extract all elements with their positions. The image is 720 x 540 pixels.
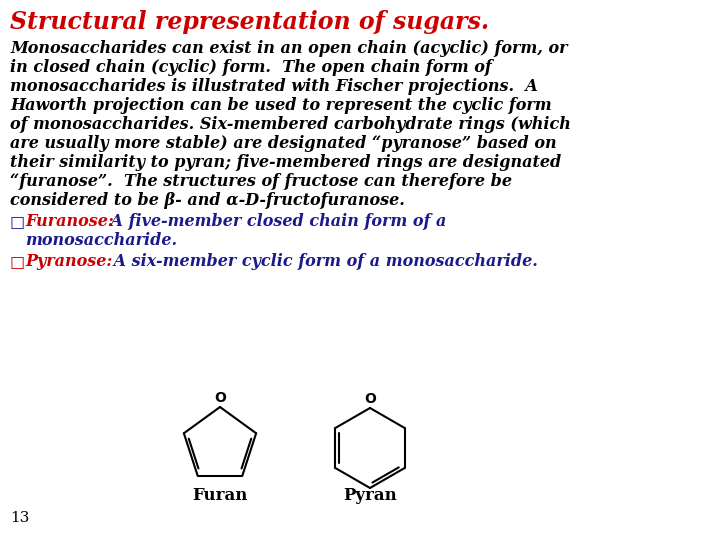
Text: their similarity to pyran; five-membered rings are designated: their similarity to pyran; five-membered… <box>10 154 562 171</box>
Text: Structural representation of sugars.: Structural representation of sugars. <box>10 10 489 34</box>
Text: 13: 13 <box>10 511 30 525</box>
Text: O: O <box>214 391 226 405</box>
Text: □: □ <box>10 253 25 270</box>
Text: Furanose:: Furanose: <box>25 213 114 230</box>
Text: Haworth projection can be used to represent the cyclic form: Haworth projection can be used to repres… <box>10 97 552 114</box>
Text: are usually more stable) are designated “pyranose” based on: are usually more stable) are designated … <box>10 135 557 152</box>
Text: considered to be β- and α-D-fructofuranose.: considered to be β- and α-D-fructofurano… <box>10 192 405 209</box>
Text: A five-member closed chain form of a: A five-member closed chain form of a <box>105 213 446 230</box>
Text: of monosaccharides. Six-membered carbohydrate rings (which: of monosaccharides. Six-membered carbohy… <box>10 116 571 133</box>
Text: in closed chain (cyclic) form.  The open chain form of: in closed chain (cyclic) form. The open … <box>10 59 492 76</box>
Text: Pyranose:: Pyranose: <box>25 253 112 270</box>
Text: monosaccharide.: monosaccharide. <box>25 232 177 249</box>
Text: Monosaccharides can exist in an open chain (acyclic) form, or: Monosaccharides can exist in an open cha… <box>10 40 567 57</box>
Text: “furanose”.  The structures of fructose can therefore be: “furanose”. The structures of fructose c… <box>10 173 512 190</box>
Text: A six-member cyclic form of a monosaccharide.: A six-member cyclic form of a monosaccha… <box>108 253 538 270</box>
Text: Pyran: Pyran <box>343 487 397 503</box>
Text: O: O <box>364 392 376 406</box>
Text: monosaccharides is illustrated with Fischer projections.  A: monosaccharides is illustrated with Fisc… <box>10 78 538 95</box>
Text: □: □ <box>10 213 25 230</box>
Text: Furan: Furan <box>192 487 248 503</box>
